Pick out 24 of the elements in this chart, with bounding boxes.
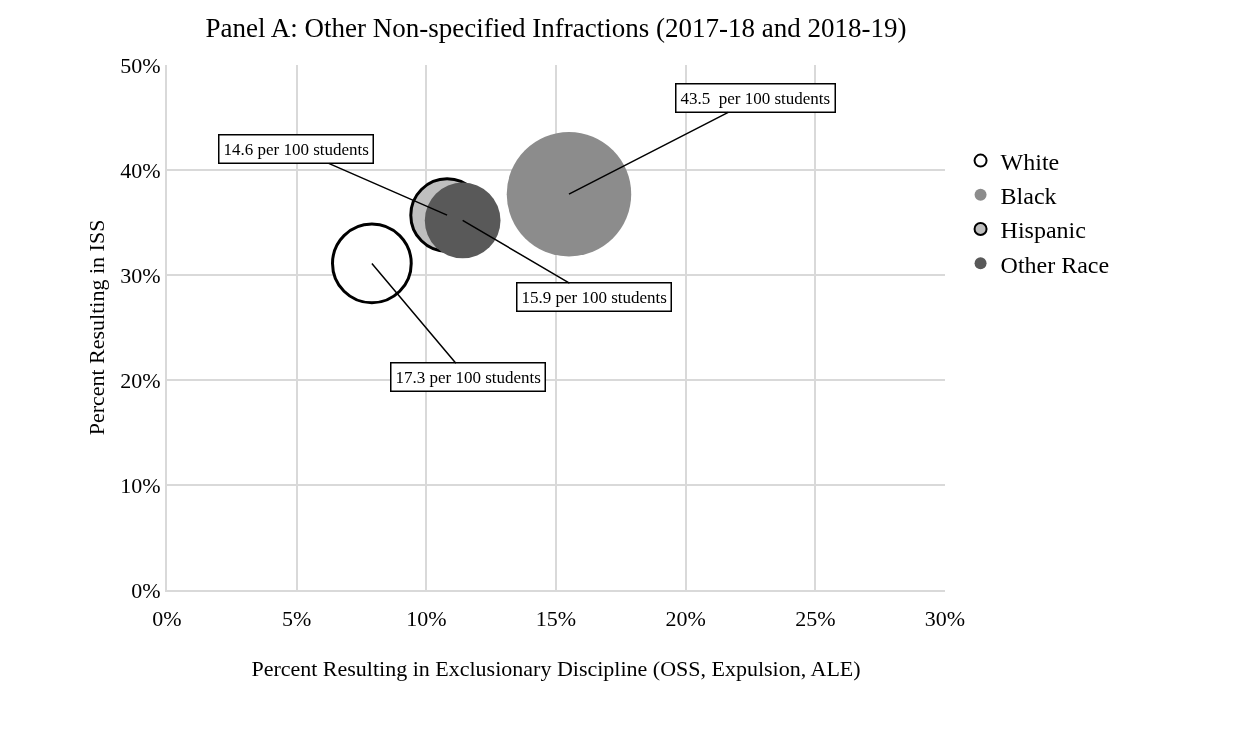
x-tick-label: 15% xyxy=(535,606,577,632)
x-tick-label: 10% xyxy=(406,606,447,632)
y-axis-title: Percent Resulting in ISS xyxy=(83,219,109,436)
x-tick-label: 5% xyxy=(282,606,312,632)
annotation: 15.9 per 100 students xyxy=(521,287,667,307)
y-tick-label: 30% xyxy=(120,262,161,288)
legend-label: Hispanic xyxy=(1000,217,1086,244)
legend-label: Other Race xyxy=(1000,251,1110,278)
y-tick-label: 40% xyxy=(120,157,161,183)
chart-title: Panel A: Other Non-specified Infractions (2017-18 and 2018-19) xyxy=(205,12,907,43)
y-tick-label: 20% xyxy=(120,367,161,393)
annotation: 14.6 per 100 students xyxy=(223,139,369,159)
legend-label: White xyxy=(1000,148,1060,175)
y-tick-label: 50% xyxy=(120,52,161,78)
annotation: 17.3 per 100 students xyxy=(395,367,541,387)
y-tick-label: 10% xyxy=(120,472,161,498)
x-tick-label: 30% xyxy=(924,606,966,632)
x-tick-label: 20% xyxy=(665,606,706,632)
annotation: 43.5 per 100 students xyxy=(680,88,831,108)
legend-label: Black xyxy=(1000,183,1057,210)
x-tick-label: 25% xyxy=(795,606,836,632)
x-tick-label: 0% xyxy=(152,606,182,632)
y-tick-label: 0% xyxy=(131,577,161,603)
x-axis-title: Percent Resulting in Exclusionary Discipline (OSS, Expulsion, ALE) xyxy=(251,655,861,681)
